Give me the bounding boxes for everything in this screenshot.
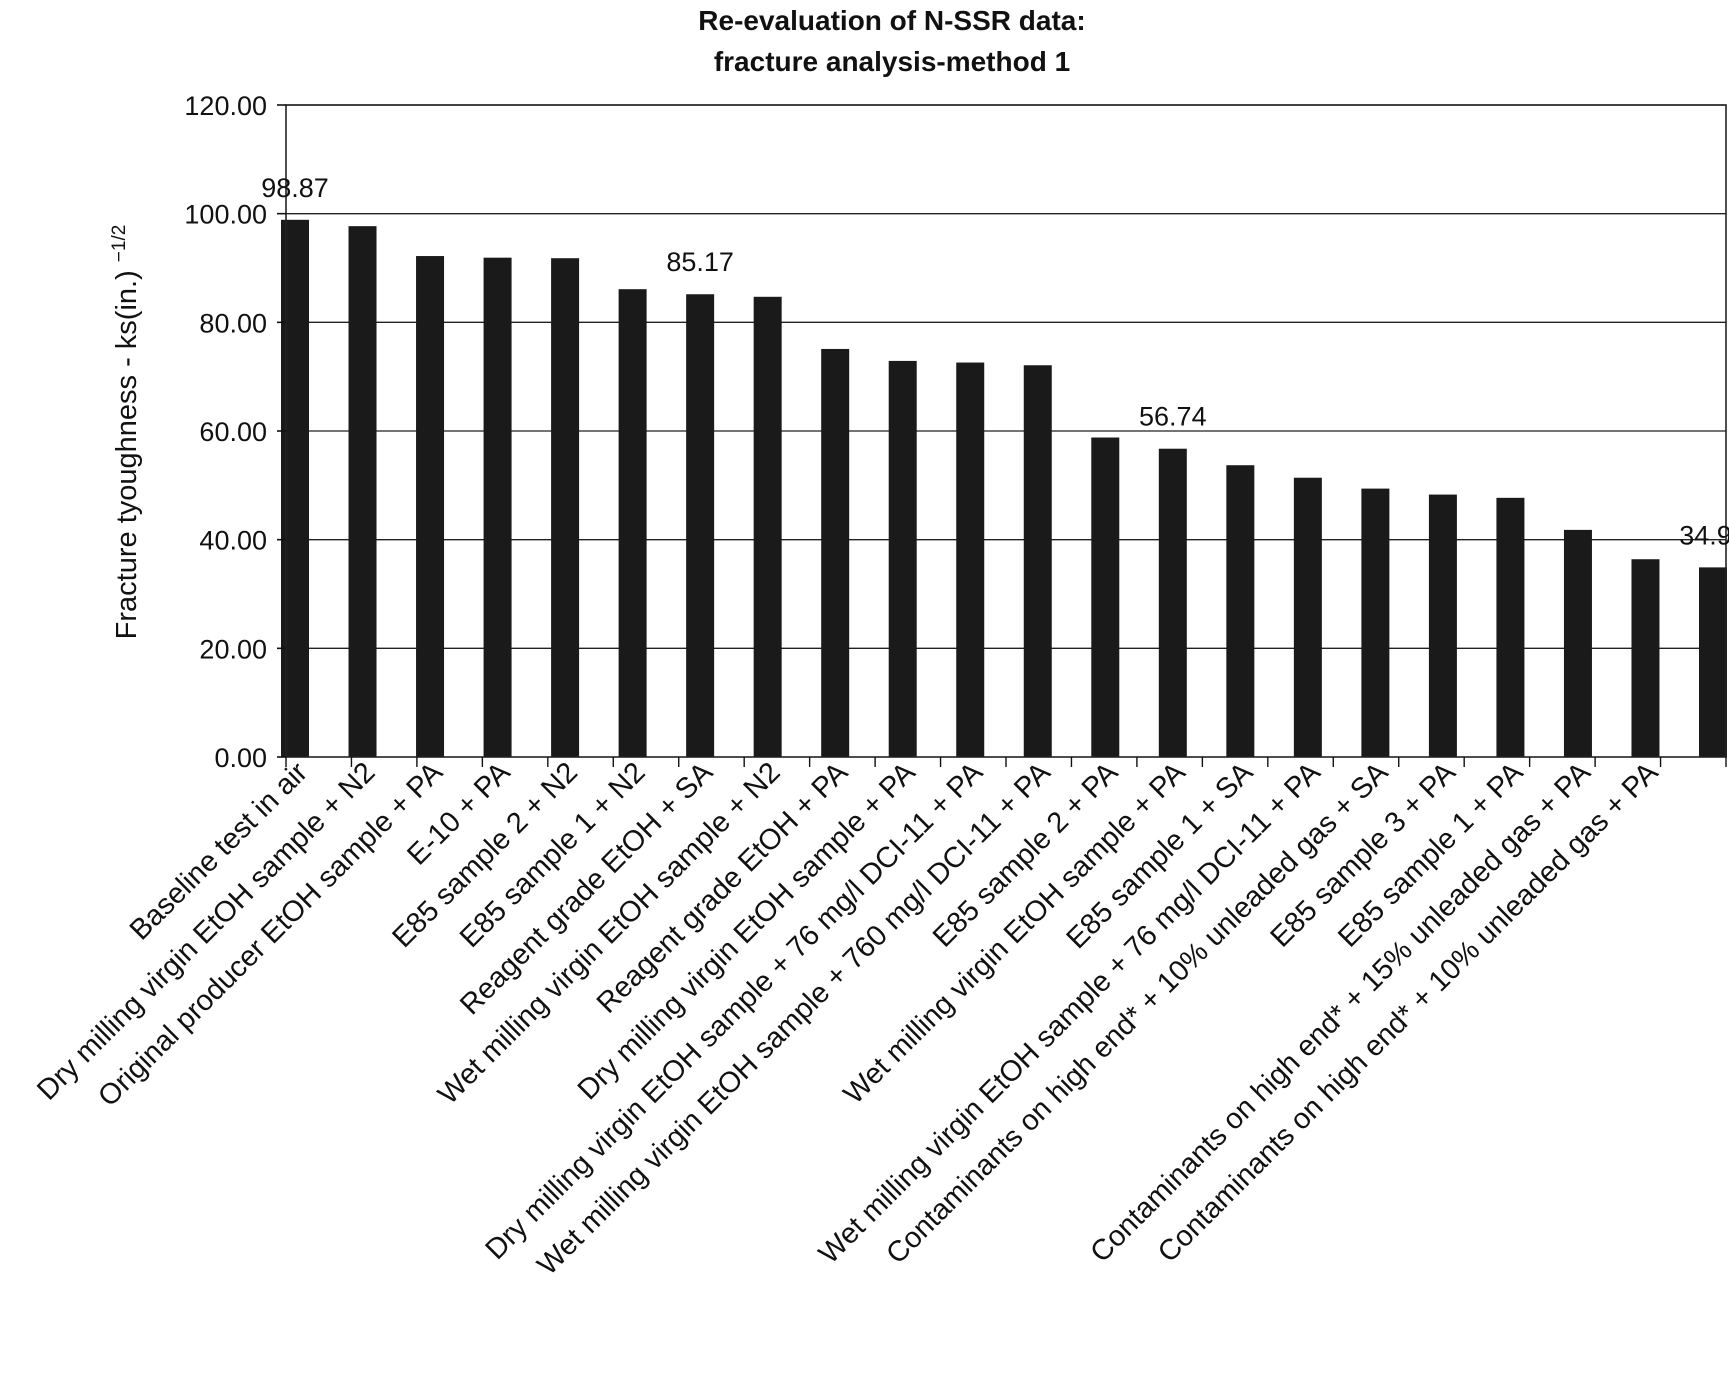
bar <box>1496 497 1525 757</box>
chart-title-line-1: Re-evaluation of N-SSR data: <box>698 5 1085 36</box>
bar <box>821 348 850 757</box>
bars <box>281 219 1727 757</box>
data-label: 98.87 <box>261 173 329 203</box>
bar <box>753 296 782 757</box>
bar <box>956 362 985 757</box>
bar <box>1699 567 1727 757</box>
bar <box>1293 477 1322 757</box>
bar <box>686 294 715 757</box>
bar <box>348 226 377 757</box>
y-axis-ticks: 0.00 20.00 40.00 60.00 80.00 100.00 120.00 <box>184 91 286 773</box>
y-tick-label: 60.00 <box>199 417 267 447</box>
bar <box>1226 465 1255 757</box>
bar <box>888 360 917 757</box>
y-axis-label-exponent: −1/2 <box>109 225 130 263</box>
y-tick-label: 40.00 <box>199 526 267 556</box>
bar <box>1091 437 1120 757</box>
bar <box>1428 494 1457 757</box>
data-labels: 98.87 85.17 56.74 34.90 <box>261 173 1729 551</box>
bar <box>551 258 580 757</box>
bar <box>1361 488 1390 757</box>
bar <box>416 256 445 757</box>
chart-title-line-2: fracture analysis-method 1 <box>714 46 1070 77</box>
data-label: 85.17 <box>666 247 734 277</box>
data-label: 56.74 <box>1139 402 1207 432</box>
x-axis-ticks <box>285 757 1727 767</box>
y-tick-label: 20.00 <box>199 634 267 664</box>
y-tick-label: 100.00 <box>184 200 267 230</box>
y-tick-label: 0.00 <box>214 743 267 773</box>
y-tick-label: 80.00 <box>199 308 267 338</box>
bar <box>618 289 647 757</box>
bar <box>1158 448 1187 757</box>
bar <box>483 257 512 757</box>
bar <box>1023 365 1052 757</box>
y-axis-label-text: Fracture tyoughness - ks(in.) <box>111 270 143 639</box>
y-axis-label: Fracture tyoughness - ks(in.) −1/2 <box>109 225 143 640</box>
chart-title: Re-evaluation of N-SSR data: fracture an… <box>698 5 1085 77</box>
data-label: 34.90 <box>1679 520 1729 550</box>
bar <box>1631 559 1660 757</box>
bar <box>1563 529 1592 757</box>
category-label: Dry milling virgin EtOH sample + N2 <box>31 756 381 1106</box>
y-tick-label: 120.00 <box>184 91 267 121</box>
